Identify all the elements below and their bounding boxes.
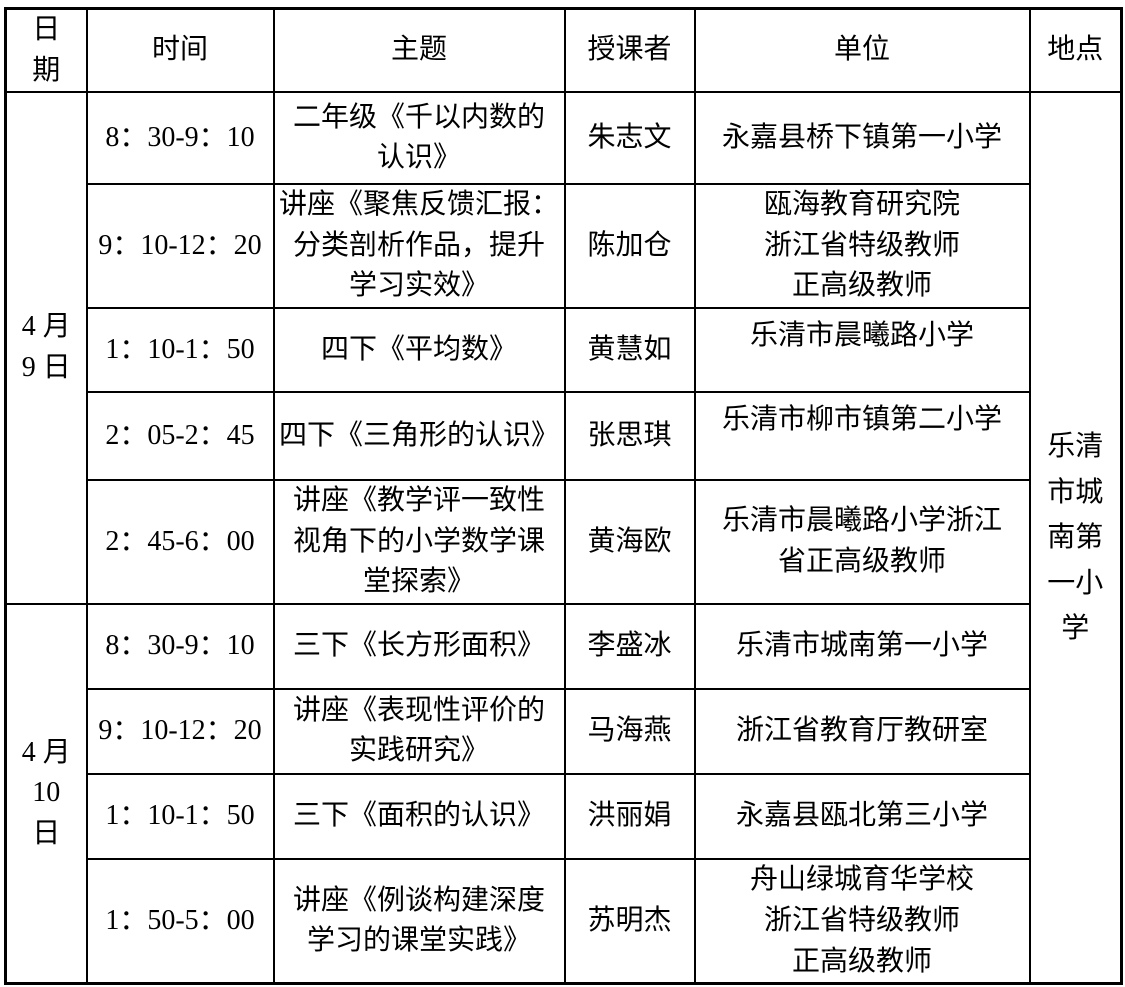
header-time: 时间 — [85, 7, 275, 94]
table-row: 1：10-1：50 三下《面积的认识》 洪丽娟 永嘉县瓯北第三小学 — [6, 772, 1122, 860]
table-row: 1：10-1：50 四下《平均数》 黄慧如 乐清市晨曦路小学 — [6, 306, 1122, 393]
topic-cell: 讲座《表现性评价的 实践研究》 — [272, 687, 566, 775]
lecturer-cell: 黄海欧 — [563, 478, 696, 605]
lecturer-cell: 张思琪 — [563, 390, 696, 481]
organization-cell: 舟山绿城育华学校 浙江省特级教师 正高级教师 — [693, 857, 1031, 985]
topic-cell: 讲座《聚焦反馈汇报： 分类剖析作品，提升 学习实效》 — [272, 183, 566, 309]
time-cell: 2：05-2：45 — [85, 390, 275, 481]
table-row: 2：45-6：00 讲座《教学评一致性 视角下的小学数学课 堂探索》 黄海欧 乐… — [6, 478, 1122, 605]
organization-cell: 乐清市晨曦路小学 — [693, 306, 1031, 393]
lecturer-cell: 黄慧如 — [563, 306, 696, 393]
time-cell: 8：30-9：10 — [85, 602, 275, 690]
time-cell: 1：10-1：50 — [85, 306, 275, 393]
table-row: 9：10-12：20 讲座《表现性评价的 实践研究》 马海燕 浙江省教育厅教研室 — [6, 687, 1122, 775]
header-organization: 单位 — [693, 7, 1031, 94]
table-row: 4 月 9 日 8：30-9：10 二年级《千以内数的 认识》 朱志文 永嘉县桥… — [4, 91, 1123, 985]
schedule-document: 日 期 时间 主题 授课者 单位 地点 4 月 9 日 8：30-9：10 二年… — [4, 7, 1123, 986]
schedule-table: 日 期 时间 主题 授课者 单位 地点 4 月 9 日 8：30-9：10 二年… — [4, 7, 1123, 986]
header-date: 日 期 — [4, 7, 88, 94]
time-cell: 1：10-1：50 — [85, 772, 275, 860]
time-cell: 2：45-6：00 — [85, 478, 275, 605]
header-topic: 主题 — [272, 7, 566, 94]
topic-cell: 三下《面积的认识》 — [272, 772, 566, 860]
organization-cell: 瓯海教育研究院 浙江省特级教师 正高级教师 — [693, 183, 1031, 309]
time-cell: 9：10-12：20 — [85, 687, 275, 775]
lecturer-cell: 苏明杰 — [563, 857, 696, 985]
topic-cell: 讲座《教学评一致性 视角下的小学数学课 堂探索》 — [272, 478, 566, 605]
table-row: 2：05-2：45 四下《三角形的认识》 张思琪 乐清市柳市镇第二小学 — [6, 390, 1122, 481]
topic-cell: 三下《长方形面积》 — [272, 602, 566, 690]
organization-cell: 乐清市晨曦路小学浙江 省正高级教师 — [693, 478, 1031, 605]
header-venue: 地点 — [1028, 7, 1123, 94]
lecturer-cell: 朱志文 — [563, 91, 696, 186]
organization-cell: 永嘉县瓯北第三小学 — [693, 772, 1031, 860]
lecturer-cell: 马海燕 — [563, 687, 696, 775]
organization-cell: 永嘉县桥下镇第一小学 — [693, 91, 1031, 186]
header-lecturer: 授课者 — [563, 7, 696, 94]
time-cell: 9：10-12：20 — [85, 183, 275, 309]
time-cell: 1：50-5：00 — [85, 857, 275, 985]
topic-cell: 四下《平均数》 — [272, 306, 566, 393]
date-cell-day1: 4 月 9 日 — [4, 91, 88, 605]
organization-cell: 浙江省教育厅教研室 — [693, 687, 1031, 775]
venue-cell: 乐清 市城 南第 一小 学 — [1028, 91, 1123, 985]
time-cell: 8：30-9：10 — [85, 91, 275, 186]
organization-cell: 乐清市柳市镇第二小学 — [693, 390, 1031, 481]
table-row: 4 月 10 日 8：30-9：10 三下《长方形面积》 李盛冰 乐清市城南第一… — [4, 602, 1122, 985]
organization-cell: 乐清市城南第一小学 — [693, 602, 1031, 690]
table-row: 1：50-5：00 讲座《例谈构建深度 学习的课堂实践》 苏明杰 舟山绿城育华学… — [6, 857, 1122, 985]
header-row: 日 期 时间 主题 授课者 单位 地点 — [4, 7, 1123, 94]
lecturer-cell: 陈加仓 — [563, 183, 696, 309]
topic-cell: 四下《三角形的认识》 — [272, 390, 566, 481]
topic-cell: 讲座《例谈构建深度 学习的课堂实践》 — [272, 857, 566, 985]
lecturer-cell: 洪丽娟 — [563, 772, 696, 860]
date-cell-day2: 4 月 10 日 — [4, 602, 88, 985]
lecturer-cell: 李盛冰 — [563, 602, 696, 690]
topic-cell: 二年级《千以内数的 认识》 — [272, 91, 566, 186]
table-row: 9：10-12：20 讲座《聚焦反馈汇报： 分类剖析作品，提升 学习实效》 陈加… — [6, 183, 1122, 309]
